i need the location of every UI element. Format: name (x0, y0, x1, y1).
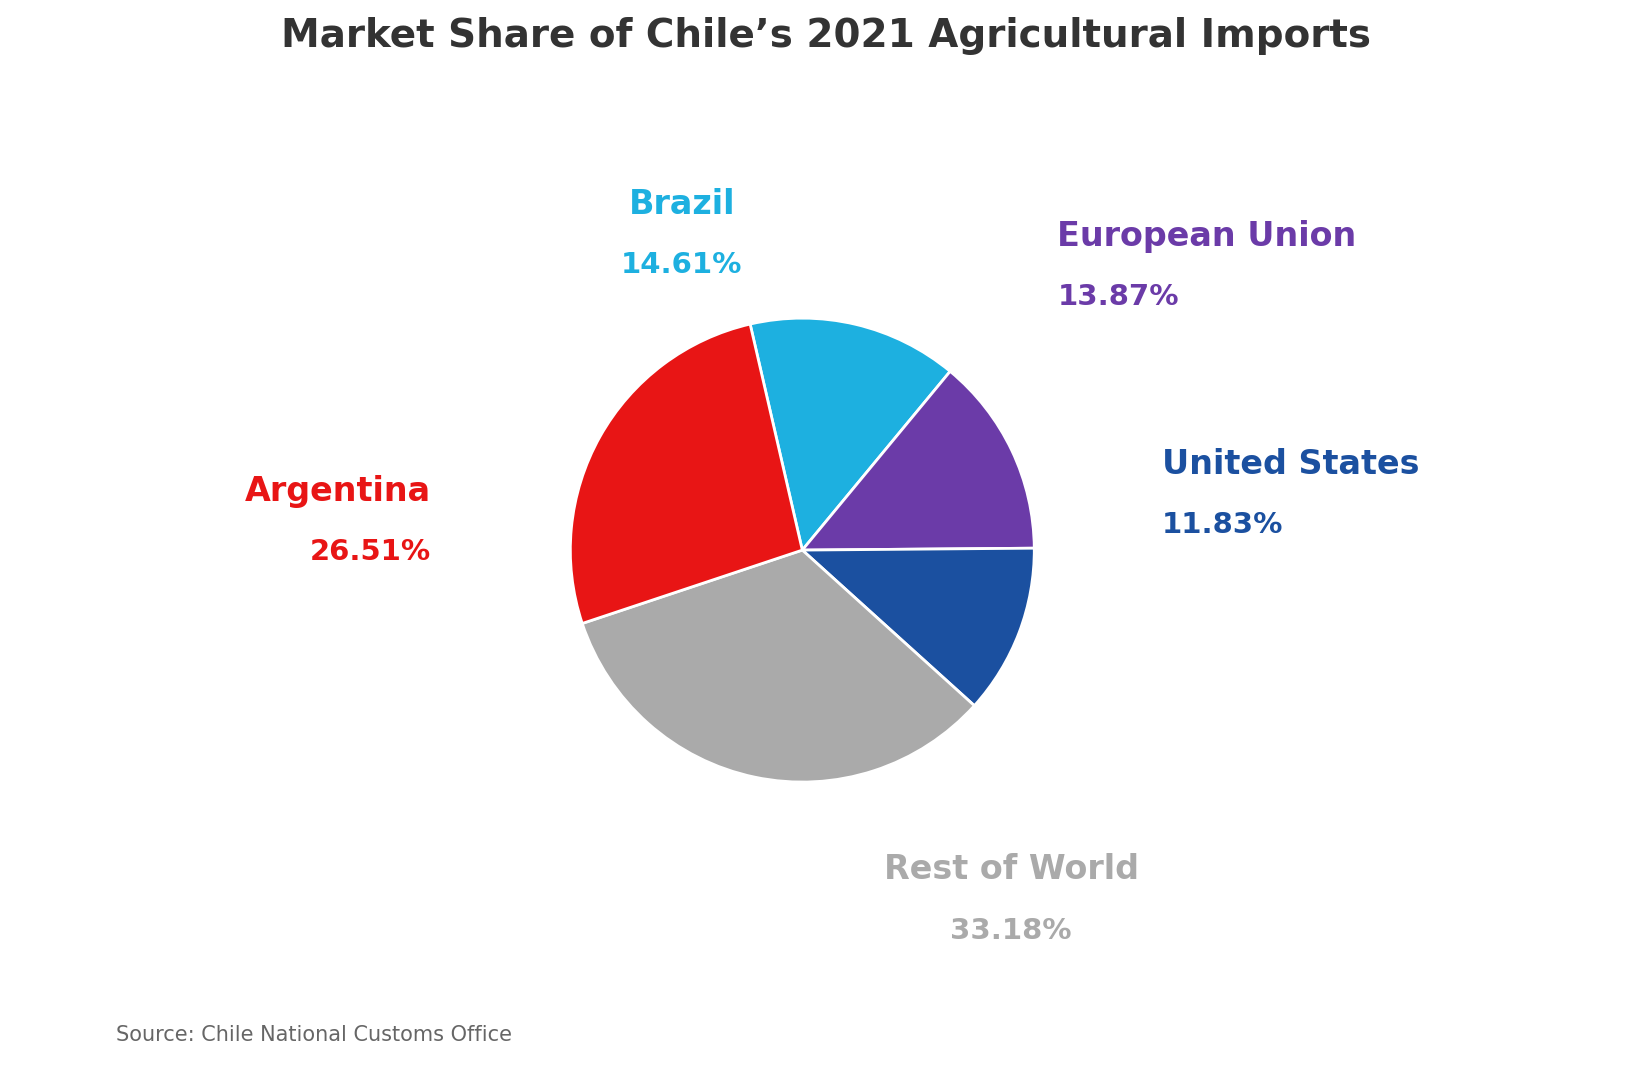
Text: 14.61%: 14.61% (621, 251, 743, 279)
Text: European Union: European Union (1058, 220, 1357, 253)
Wedge shape (802, 372, 1034, 550)
Text: United States: United States (1162, 448, 1420, 480)
Wedge shape (570, 324, 802, 624)
Text: Source: Chile National Customs Office: Source: Chile National Customs Office (116, 1024, 512, 1045)
Wedge shape (583, 550, 974, 782)
Text: Argentina: Argentina (244, 475, 431, 508)
Wedge shape (802, 548, 1034, 705)
Text: Brazil: Brazil (629, 187, 735, 221)
Text: 26.51%: 26.51% (310, 538, 431, 567)
Wedge shape (750, 318, 951, 550)
Text: 11.83%: 11.83% (1162, 510, 1283, 538)
Text: 13.87%: 13.87% (1058, 283, 1179, 311)
Text: 33.18%: 33.18% (951, 917, 1071, 945)
Text: Rest of World: Rest of World (883, 853, 1139, 886)
Title: Market Share of Chile’s 2021 Agricultural Imports: Market Share of Chile’s 2021 Agricultura… (281, 17, 1370, 55)
